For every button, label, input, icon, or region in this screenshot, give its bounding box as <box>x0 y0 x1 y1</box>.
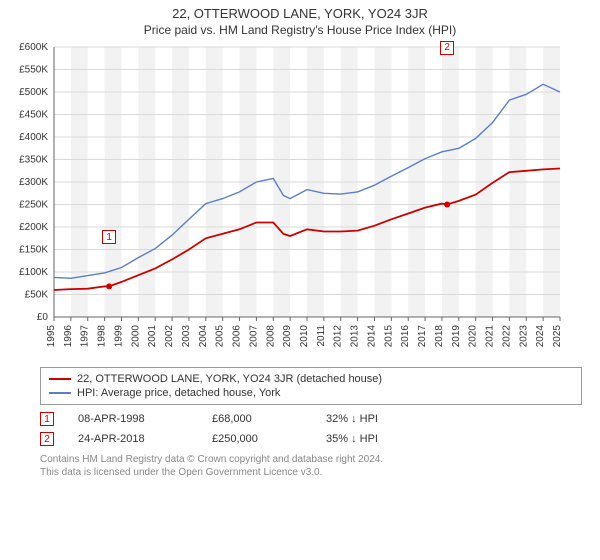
svg-text:£450K: £450K <box>19 110 48 121</box>
svg-text:2007: 2007 <box>248 325 259 348</box>
svg-text:£550K: £550K <box>19 65 48 76</box>
svg-text:2011: 2011 <box>316 325 327 347</box>
svg-text:1997: 1997 <box>80 325 91 348</box>
svg-text:1996: 1996 <box>63 325 74 348</box>
svg-text:£500K: £500K <box>19 87 48 98</box>
legend-swatch <box>49 378 71 380</box>
svg-text:2009: 2009 <box>282 325 293 348</box>
svg-text:2016: 2016 <box>400 325 411 348</box>
sale-row-badge: 1 <box>40 412 54 426</box>
svg-text:1999: 1999 <box>113 325 124 348</box>
legend-item: 22, OTTERWOOD LANE, YORK, YO24 3JR (deta… <box>49 372 573 386</box>
chart-title: 22, OTTERWOOD LANE, YORK, YO24 3JR <box>0 0 600 21</box>
svg-text:2001: 2001 <box>147 325 158 348</box>
svg-text:2010: 2010 <box>299 325 310 348</box>
svg-text:£0: £0 <box>37 312 49 323</box>
sale-price: £250,000 <box>212 433 302 445</box>
sales-table: 1 08-APR-1998 £68,000 32% ↓ HPI 2 24-APR-2018… <box>40 409 582 449</box>
legend-label: HPI: Average price, detached house, York <box>77 387 280 399</box>
svg-text:2012: 2012 <box>333 325 344 348</box>
legend-item: HPI: Average price, detached house, York <box>49 386 573 400</box>
svg-text:2006: 2006 <box>232 325 243 348</box>
chart-plot-wrap: £0 £50K £100K £150K £200K £250K £300K £350K £400… <box>8 41 582 361</box>
legend: 22, OTTERWOOD LANE, YORK, YO24 3JR (deta… <box>40 367 582 405</box>
sale-marker-badge: 1 <box>102 230 116 244</box>
svg-text:2005: 2005 <box>215 325 226 348</box>
svg-text:2013: 2013 <box>350 325 361 348</box>
svg-text:2008: 2008 <box>265 325 276 348</box>
legend-label: 22, OTTERWOOD LANE, YORK, YO24 3JR (deta… <box>77 373 382 385</box>
chart-subtitle: Price paid vs. HM Land Registry's House … <box>0 21 600 41</box>
svg-text:2020: 2020 <box>468 325 479 348</box>
chart-container: 22, OTTERWOOD LANE, YORK, YO24 3JR Price… <box>0 0 600 560</box>
svg-text:£600K: £600K <box>19 42 48 53</box>
sale-delta: 35% ↓ HPI <box>326 433 378 445</box>
svg-text:£300K: £300K <box>19 177 48 188</box>
svg-text:£350K: £350K <box>19 155 48 166</box>
svg-text:2021: 2021 <box>485 325 496 348</box>
svg-text:2024: 2024 <box>535 325 546 348</box>
sale-date: 08-APR-1998 <box>78 413 188 425</box>
svg-text:2019: 2019 <box>451 325 462 348</box>
svg-text:£150K: £150K <box>19 245 48 256</box>
svg-text:2017: 2017 <box>417 325 428 348</box>
sale-date: 24-APR-2018 <box>78 433 188 445</box>
svg-text:2003: 2003 <box>181 325 192 348</box>
svg-text:£400K: £400K <box>19 132 48 143</box>
sale-delta: 32% ↓ HPI <box>326 413 378 425</box>
svg-text:2025: 2025 <box>552 325 563 348</box>
sale-price: £68,000 <box>212 413 302 425</box>
sale-marker <box>444 202 450 208</box>
svg-text:£200K: £200K <box>19 222 48 233</box>
license-footer: Contains HM Land Registry data © Crown c… <box>40 453 582 479</box>
svg-text:2022: 2022 <box>501 325 512 348</box>
svg-text:2015: 2015 <box>383 325 394 348</box>
line-chart: £0 £50K £100K £150K £200K £250K £300K £350K £400… <box>8 41 568 361</box>
sale-marker <box>106 283 112 289</box>
svg-text:2023: 2023 <box>518 325 529 348</box>
sale-row-badge: 2 <box>40 432 54 446</box>
sale-row: 2 24-APR-2018 £250,000 35% ↓ HPI <box>40 429 582 449</box>
sale-marker-badge: 2 <box>440 41 454 55</box>
legend-swatch <box>49 392 71 394</box>
footer-line: This data is licensed under the Open Gov… <box>40 466 582 479</box>
svg-text:1998: 1998 <box>97 325 108 348</box>
svg-text:2002: 2002 <box>164 325 175 348</box>
svg-text:£250K: £250K <box>19 200 48 211</box>
svg-text:2000: 2000 <box>130 325 141 348</box>
footer-line: Contains HM Land Registry data © Crown c… <box>40 453 582 466</box>
sale-row: 1 08-APR-1998 £68,000 32% ↓ HPI <box>40 409 582 429</box>
svg-text:2018: 2018 <box>434 325 445 348</box>
svg-text:2004: 2004 <box>198 325 209 348</box>
svg-text:1995: 1995 <box>46 325 57 348</box>
svg-text:£50K: £50K <box>25 290 49 301</box>
svg-text:£100K: £100K <box>19 267 48 278</box>
svg-text:2014: 2014 <box>366 325 377 348</box>
